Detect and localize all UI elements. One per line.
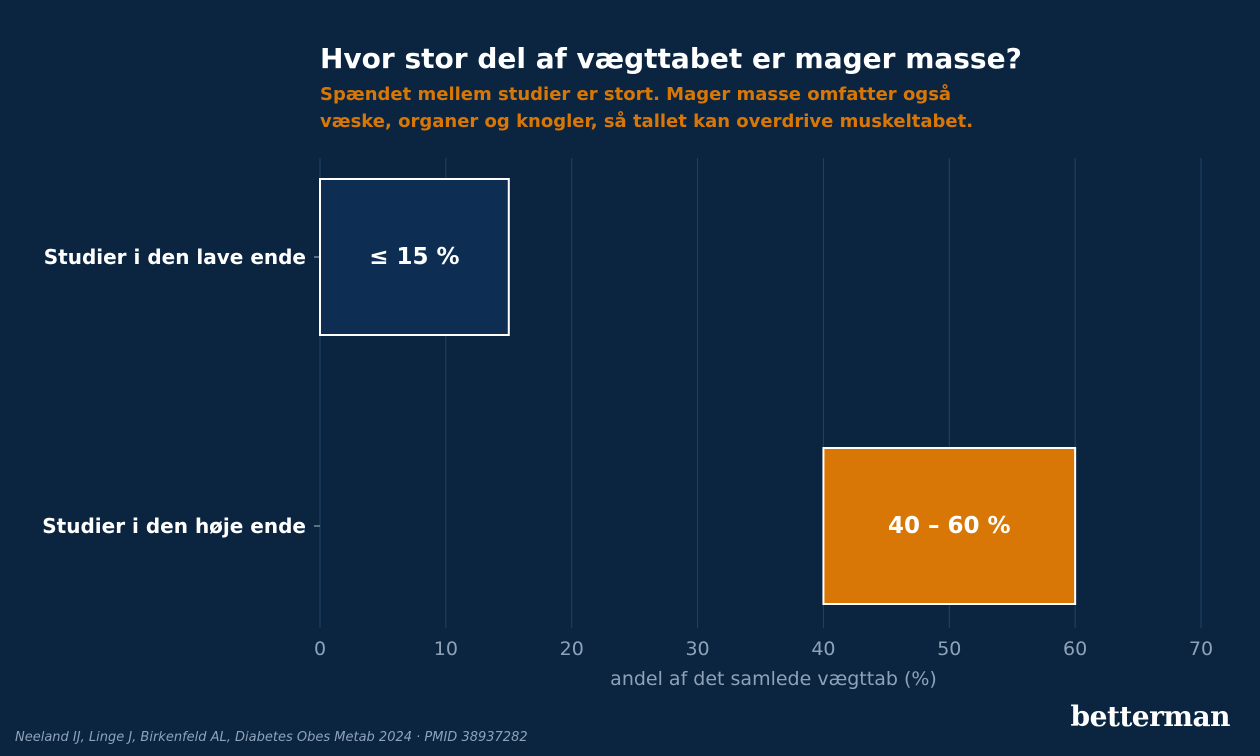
chart-subtitle: Spændet mellem studier er stort. Mager m… [320,81,1220,135]
y-category-label-0: Studier i den lave ende [44,245,306,269]
x-axis-label: andel af det samlede vægttab (%) [610,668,937,690]
bar-1 [822,447,1077,605]
bar-0 [319,178,510,336]
x-tick-label-4: 40 [811,638,835,660]
source-citation: Neeland IJ, Linge J, Birkenfeld AL, Diab… [15,730,528,745]
x-tick-label-3: 30 [685,638,709,660]
bar-label-1: 40 – 60 % [888,513,1011,539]
x-tick-label-0: 0 [314,638,326,660]
chart-subtitle-line-2: væske, organer og knogler, så tallet kan… [320,111,974,132]
chart-subtitle-line-1: Spændet mellem studier er stort. Mager m… [320,84,952,105]
brand-logo: betterman [1070,700,1231,733]
y-category-label-1: Studier i den høje ende [42,514,306,538]
bar-label-0: ≤ 15 % [369,244,459,270]
x-tick-label-1: 10 [434,638,458,660]
chart-title: Hvor stor del af vægttabet er mager mass… [320,42,1022,75]
x-tick-label-2: 20 [560,638,584,660]
x-tick-label-5: 50 [937,638,961,660]
x-tick-label-7: 70 [1189,638,1213,660]
x-tick-label-6: 60 [1063,638,1087,660]
